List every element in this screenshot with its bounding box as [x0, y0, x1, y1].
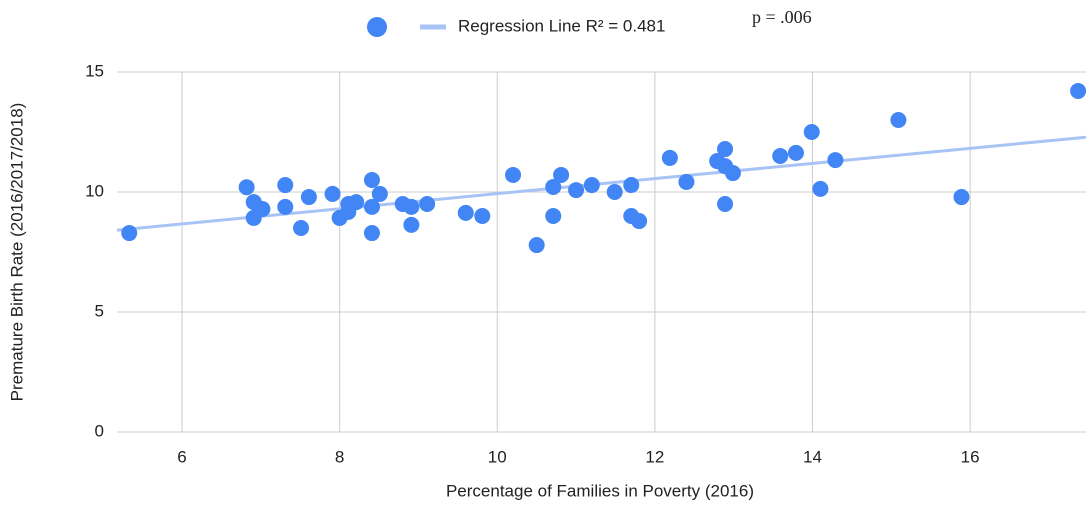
point — [528, 237, 545, 254]
annotation: p = .006 — [752, 7, 812, 27]
point — [953, 189, 970, 206]
point — [606, 184, 623, 200]
y-axis-label: Premature Birth Rate (2016/2017/2018) — [7, 103, 26, 402]
point — [545, 178, 562, 195]
point — [568, 182, 585, 199]
point — [403, 216, 420, 233]
point — [363, 198, 380, 215]
y-tick-label: 5 — [95, 301, 104, 320]
point — [772, 148, 789, 164]
point — [254, 201, 271, 218]
point — [803, 124, 820, 140]
x-tick-label: 6 — [177, 447, 186, 466]
x-tick-label: 14 — [803, 447, 822, 466]
x-tick-label: 8 — [335, 447, 344, 466]
y-tick-label: 0 — [95, 421, 104, 440]
point — [505, 166, 522, 183]
x-tick-label: 10 — [488, 447, 507, 466]
point — [419, 196, 436, 212]
point — [300, 189, 317, 206]
point — [324, 185, 341, 202]
point — [890, 112, 907, 128]
point — [238, 179, 255, 196]
point — [403, 198, 420, 215]
point — [293, 220, 310, 236]
point — [827, 152, 844, 169]
point — [474, 208, 491, 224]
point — [678, 173, 695, 190]
point — [545, 208, 562, 224]
legend-marker — [367, 17, 387, 37]
point — [277, 198, 294, 215]
point — [363, 225, 380, 242]
point — [717, 196, 734, 212]
point — [724, 165, 741, 182]
y-tick-label: 15 — [85, 61, 104, 80]
x-tick-label: 16 — [961, 447, 980, 466]
point — [371, 185, 388, 202]
point — [363, 172, 380, 188]
x-axis-label: Percentage of Families in Poverty (2016) — [446, 481, 754, 500]
point — [661, 149, 678, 166]
point — [553, 166, 570, 183]
point — [812, 180, 829, 197]
trendline — [116, 135, 1086, 232]
point — [277, 177, 294, 194]
point — [121, 225, 138, 242]
x-tick-label: 12 — [645, 447, 664, 466]
point — [583, 177, 600, 194]
legend-label: Regression Line R² = 0.481 — [458, 16, 665, 35]
point — [787, 144, 804, 161]
point — [717, 141, 734, 158]
point — [457, 204, 474, 221]
y-tick-label: 10 — [85, 181, 104, 200]
point — [1070, 82, 1086, 99]
point — [631, 213, 648, 230]
point — [623, 177, 640, 194]
point — [348, 194, 365, 211]
